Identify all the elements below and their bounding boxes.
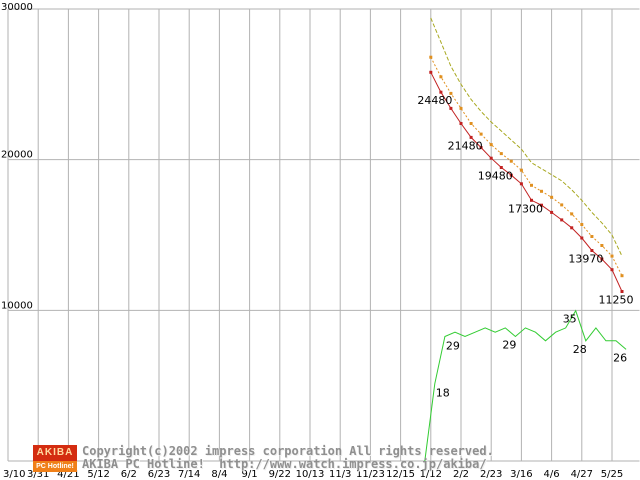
min-price-marker	[620, 290, 624, 293]
footer: AKIBA PC Hotline! Copyright(c)2002 impre…	[33, 445, 494, 473]
x-tick-label: 10/13	[296, 469, 325, 480]
min-price-marker	[449, 106, 453, 110]
min-price-marker	[610, 268, 614, 272]
min-price-marker	[509, 173, 513, 177]
min-price-marker	[540, 203, 543, 207]
x-tick-label: 8/4	[211, 469, 227, 480]
avg-price-marker	[610, 254, 614, 258]
avg-price-marker	[590, 235, 594, 238]
copyright-text: Copyright(c)2002 impress corporation All…	[82, 444, 494, 458]
min-price-marker	[550, 210, 554, 214]
avg-price-marker	[439, 75, 443, 79]
x-tick-label: 3/31	[27, 469, 49, 480]
site-url-text: AKIBA PC Hotline! http://www.watch.impre…	[82, 457, 487, 471]
avg-price-marker	[570, 212, 574, 216]
min-price-marker	[580, 236, 584, 240]
point-label: 13970	[568, 253, 603, 266]
avg-price-marker	[479, 132, 483, 136]
point-label: 21480	[448, 139, 483, 152]
min-price-marker	[499, 166, 503, 169]
avg-price-marker	[469, 122, 473, 125]
x-tick-label: 11/23	[356, 469, 385, 480]
x-tick-label: 5/12	[87, 469, 109, 480]
akiba-logo-subtext: PC Hotline!	[33, 461, 77, 472]
x-tick-label: 3/10	[3, 469, 25, 480]
point-label: 24480	[417, 94, 452, 107]
avg-price-marker	[429, 55, 433, 59]
min-price-marker	[530, 198, 533, 202]
x-tick-label: 3/16	[510, 469, 532, 480]
point-label: 18	[436, 387, 450, 400]
x-tick-label: 6/2	[121, 469, 137, 480]
point-label: 11250	[599, 294, 634, 307]
min-price-marker	[570, 226, 574, 230]
x-tick-label: 2/2	[453, 469, 469, 480]
avg-price-marker	[620, 274, 624, 278]
avg-price-marker	[509, 159, 513, 163]
min-price-marker	[429, 70, 433, 74]
point-label: 28	[573, 343, 587, 356]
x-tick-label: 7/14	[178, 469, 200, 480]
x-tick-label: 6/23	[148, 469, 170, 480]
min-price-marker	[590, 249, 594, 252]
point-label: 35	[563, 313, 577, 326]
avg-price-marker	[459, 106, 463, 110]
point-label: 29	[446, 340, 460, 353]
x-tick-label: 5/25	[601, 469, 623, 480]
x-tick-label: 9/22	[269, 469, 291, 480]
akiba-logo[interactable]: AKIBA PC Hotline!	[33, 445, 77, 473]
avg-price-marker	[530, 183, 533, 187]
avg-price-marker	[499, 152, 503, 156]
avg-price-marker	[600, 244, 604, 247]
min-price-line	[430, 72, 623, 292]
y-tick-label: 30000	[1, 2, 33, 13]
shop-count-line	[424, 309, 627, 462]
y-tick-label: 10000	[1, 300, 33, 311]
min-price-marker	[560, 218, 564, 222]
y-tick-label: 20000	[1, 150, 33, 161]
avg-price-marker	[489, 143, 493, 147]
point-label: 26	[613, 351, 627, 364]
min-price-marker	[469, 135, 473, 139]
x-tick-label: 2/23	[480, 469, 502, 480]
x-tick-label: 4/6	[544, 469, 560, 480]
min-price-marker	[479, 146, 483, 150]
min-price-marker	[489, 156, 493, 160]
point-label: 17300	[508, 202, 543, 215]
x-tick-label: 11/3	[329, 469, 351, 480]
x-tick-label: 12/15	[386, 469, 415, 480]
point-label: 19480	[478, 170, 513, 183]
min-price-marker	[439, 90, 443, 94]
avg-price-marker	[449, 91, 453, 95]
avg-price-marker	[550, 195, 554, 199]
min-price-marker	[519, 182, 523, 186]
avg-price-marker	[519, 168, 523, 172]
avg-price-line	[430, 56, 623, 276]
min-price-marker	[459, 122, 463, 125]
point-label: 29	[502, 339, 516, 352]
x-tick-label: 4/21	[57, 469, 79, 480]
footer-text-block: Copyright(c)2002 impress corporation All…	[82, 445, 494, 471]
avg-price-marker	[560, 203, 564, 207]
avg-price-marker	[580, 223, 584, 226]
akiba-logo-text: AKIBA	[33, 445, 77, 461]
x-tick-label: 9/1	[242, 469, 258, 480]
x-tick-label: 1/12	[420, 469, 442, 480]
max-price-line	[430, 17, 623, 257]
x-tick-label: 4/27	[571, 469, 593, 480]
avg-price-marker	[540, 189, 543, 193]
min-price-marker	[600, 257, 604, 261]
